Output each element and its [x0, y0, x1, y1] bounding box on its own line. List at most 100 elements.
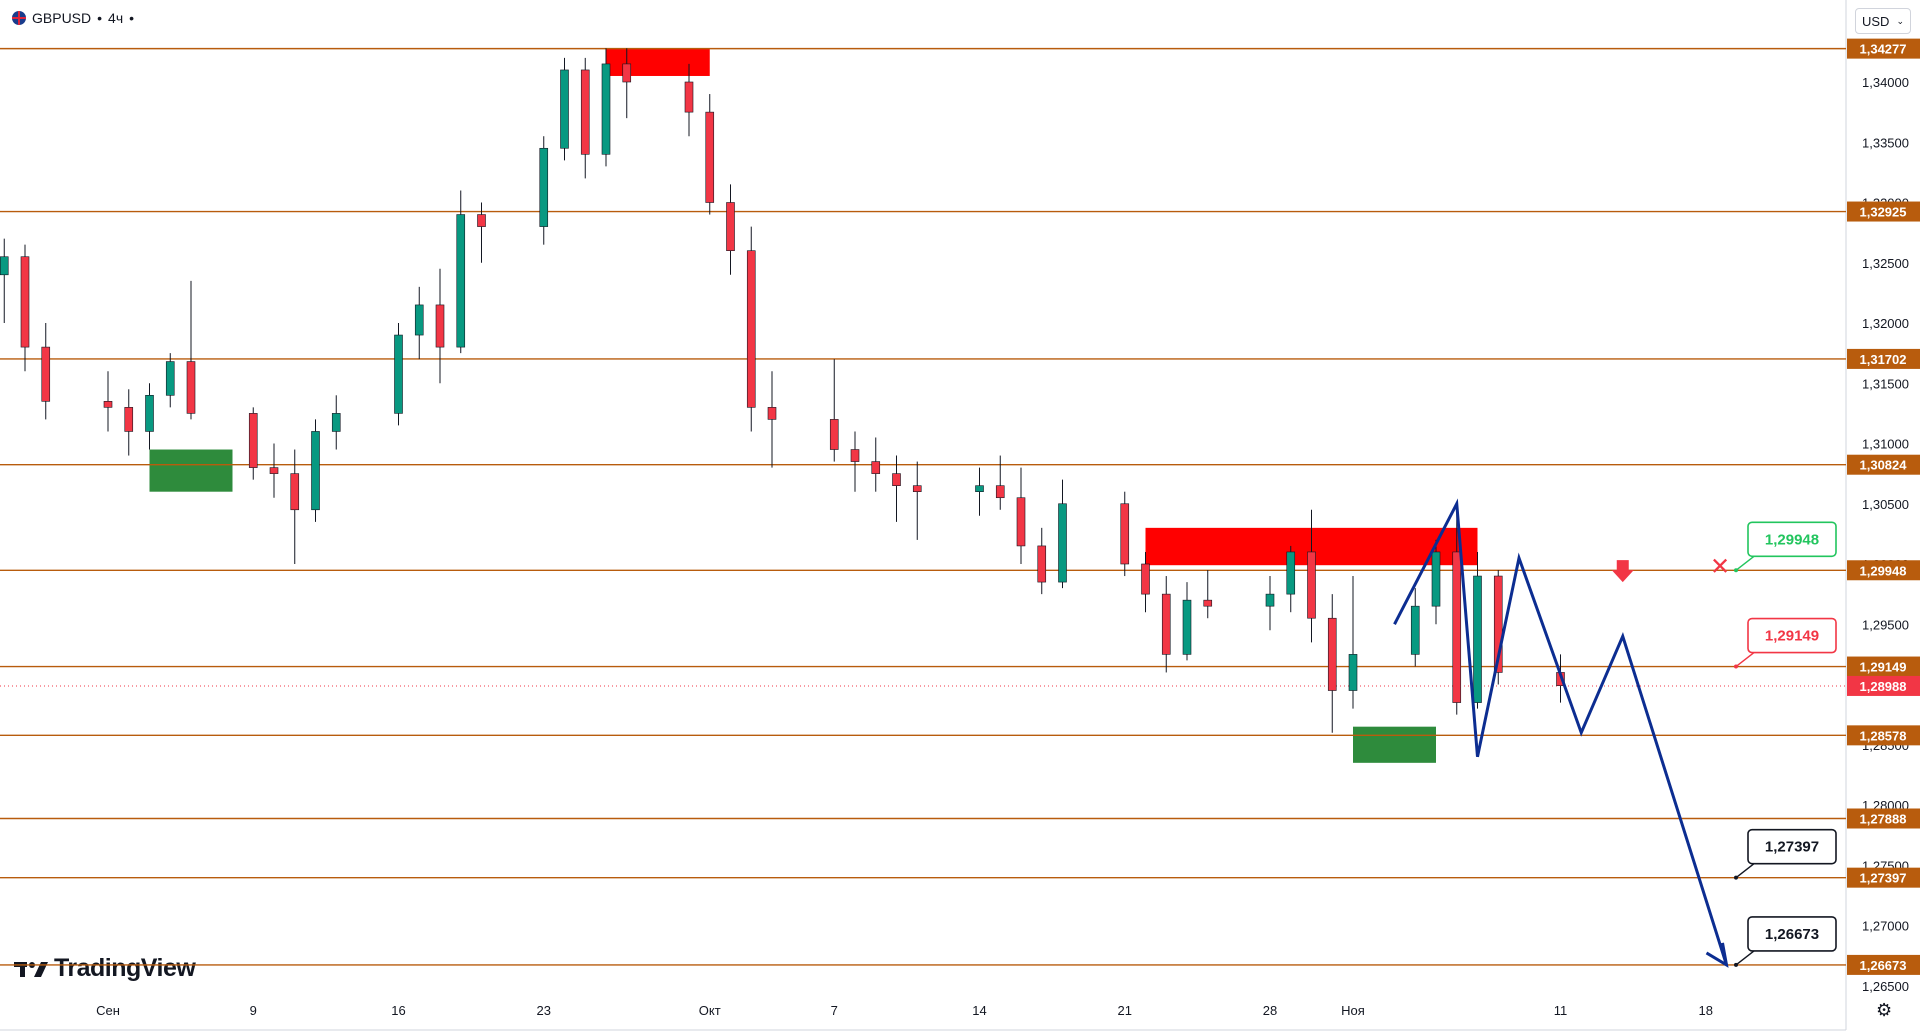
callout-label: 1,29948 [1765, 531, 1819, 548]
candle-body [995, 485, 1005, 499]
level-price-label: 1,27397 [1860, 871, 1907, 886]
level-price-tag [1847, 454, 1920, 475]
callout-anchor [1734, 664, 1738, 669]
candle-body [311, 431, 320, 511]
candle-body [331, 413, 341, 432]
candle-body [1307, 551, 1316, 619]
candle-body [1286, 551, 1296, 595]
level-price-label: 1,30824 [1860, 458, 1908, 473]
level-price-label: 1,31702 [1860, 352, 1907, 367]
supply-zone [606, 48, 710, 76]
time-tick-label: 9 [250, 1003, 257, 1018]
candle-body [41, 346, 51, 402]
candle-body [726, 202, 735, 252]
candle-body [622, 63, 632, 83]
price-tick-label: 1,30500 [1862, 497, 1909, 512]
price-tick-label: 1,33500 [1862, 135, 1909, 150]
candle-body [1016, 497, 1026, 547]
currency-label: USD [1862, 13, 1890, 29]
candle-body [1493, 575, 1503, 673]
candle-body [560, 69, 569, 149]
candle-body [580, 69, 590, 155]
candle-body [539, 147, 549, 227]
callout-pointer [1735, 555, 1755, 571]
candle-body [1182, 599, 1192, 655]
level-price-label: 1,26673 [1860, 958, 1907, 973]
level-price-label: 1,32925 [1860, 205, 1907, 220]
price-tick-label: 1,29500 [1862, 617, 1909, 632]
price-tick-label: 1,32500 [1862, 256, 1909, 271]
chevron-down-icon: ⌄ [1896, 15, 1904, 26]
symbol-header[interactable]: GBPUSD • 4ч • [12, 10, 134, 26]
candle-body [912, 485, 922, 492]
candle-body [1431, 551, 1441, 607]
level-price-tag [1847, 867, 1920, 888]
candle-body [1410, 605, 1420, 655]
callout-anchor [1734, 875, 1738, 880]
time-tick-label: 14 [972, 1003, 986, 1018]
candle-body [248, 413, 258, 468]
candle-body [20, 256, 30, 348]
time-tick-label: 7 [831, 1003, 838, 1018]
candle-body [1203, 599, 1213, 607]
price-tick-label: 1,27000 [1862, 919, 1909, 934]
time-tick-label: Сен [96, 1003, 120, 1018]
candle-body [1037, 545, 1047, 583]
callout-pointer [1735, 651, 1755, 668]
gbpusd-flag-icon [12, 11, 26, 25]
time-tick-label: Ноя [1341, 1003, 1365, 1018]
currency-button[interactable]: USD ⌄ [1855, 8, 1911, 34]
level-price-tag [1847, 38, 1920, 59]
callout-label: 1,29149 [1765, 628, 1819, 645]
candle-body [1120, 503, 1130, 565]
candle-body [1058, 503, 1067, 583]
candle-body [850, 449, 860, 462]
candle-body [1327, 617, 1337, 691]
tradingview-brand[interactable]: TradingView [14, 954, 196, 983]
candle-body [269, 467, 279, 474]
price-tick-label: 1,32000 [1862, 316, 1909, 331]
candle-body [684, 81, 694, 113]
candle-body [601, 63, 611, 155]
candle-body [456, 214, 466, 348]
time-tick-label: 18 [1699, 1003, 1713, 1018]
candle-body [394, 334, 403, 414]
time-tick-label: 11 [1554, 1003, 1568, 1018]
brand-name: TradingView [54, 954, 196, 982]
candle-body [477, 214, 486, 227]
separator: • [97, 10, 103, 26]
candle-body [1141, 563, 1150, 595]
callout-pointer [1735, 863, 1755, 879]
level-price-tag [1847, 725, 1920, 746]
candle-body [1265, 593, 1275, 607]
gear-icon[interactable]: ⚙ [1876, 1000, 1893, 1020]
level-price-tag [1847, 954, 1920, 975]
level-price-label: 1,29948 [1860, 563, 1907, 578]
interval-label[interactable]: 4ч [108, 10, 124, 26]
time-tick-label: 16 [391, 1003, 405, 1018]
level-price-tag [1847, 348, 1920, 369]
current-price-label: 1,28988 [1860, 679, 1907, 694]
candle-body [124, 407, 134, 432]
candle-body [705, 111, 715, 203]
symbol-name[interactable]: GBPUSD [32, 10, 92, 26]
callout-box[interactable] [1747, 828, 1837, 865]
candle-body [414, 304, 424, 336]
candle-body [186, 361, 196, 414]
price-tick-label: 1,34000 [1862, 75, 1909, 90]
close-icon[interactable]: ✕ [1710, 552, 1730, 580]
callout-box[interactable] [1747, 617, 1837, 654]
candle-body [1161, 593, 1171, 655]
current-price-tag [1847, 675, 1920, 696]
sell-arrow-icon [1611, 560, 1634, 583]
time-tick-label: Окт [699, 1003, 721, 1018]
price-tick-label: 1,26500 [1862, 979, 1909, 994]
callout-anchor [1734, 962, 1738, 967]
price-tick-label: 1,31000 [1862, 437, 1909, 452]
callout-box[interactable] [1747, 521, 1837, 558]
candle-body [746, 250, 756, 408]
callout-box[interactable] [1747, 916, 1837, 952]
callout-pointer [1735, 950, 1755, 966]
level-price-tag [1847, 656, 1920, 677]
